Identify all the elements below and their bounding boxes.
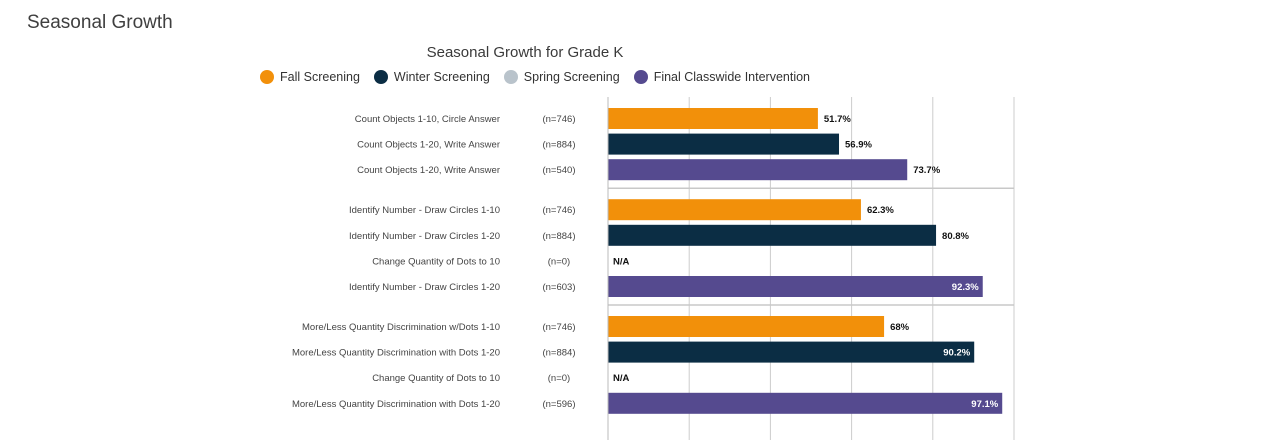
- legend-label-spring: Spring Screening: [523, 70, 620, 84]
- bar-value-label: 62.3%: [867, 205, 894, 216]
- bar-value-label: N/A: [613, 373, 630, 384]
- bar-fall: [608, 316, 885, 337]
- bar-final: [608, 276, 983, 297]
- bar-value-label: 80.8%: [942, 231, 969, 242]
- bar-value-label: 90.2%: [943, 348, 970, 359]
- row-n-label: (n=746): [542, 205, 575, 216]
- bar-final: [608, 159, 908, 181]
- bar-winter: [608, 341, 975, 363]
- row-n-label: (n=746): [542, 322, 575, 333]
- legend-dot-fall: [260, 70, 274, 84]
- bar-winter: [608, 133, 840, 155]
- legend-dot-final: [633, 70, 648, 84]
- row-label: More/Less Quantity Discrimination with D…: [292, 399, 500, 410]
- row-label: More/Less Quantity Discrimination w/Dots…: [302, 322, 500, 333]
- legend-label-fall: Fall Screening: [280, 70, 360, 84]
- bar-value-label: 73.7%: [913, 165, 940, 176]
- row-n-label: (n=884): [542, 348, 575, 359]
- row-label: Change Quantity of Dots to 10: [372, 256, 500, 267]
- legend-item-winter[interactable]: Winter Screening: [373, 70, 490, 84]
- chart-title: Seasonal Growth for Grade K: [426, 44, 624, 61]
- bar-value-label: 56.9%: [845, 140, 872, 151]
- legend-item-fall[interactable]: Fall Screening: [260, 70, 360, 84]
- bar-value-label: 97.1%: [971, 399, 998, 410]
- legend-item-spring[interactable]: Spring Screening: [503, 70, 620, 84]
- row-n-label: (n=746): [542, 114, 575, 125]
- bar-fall: [608, 199, 861, 221]
- row-label: More/Less Quantity Discrimination with D…: [292, 348, 500, 359]
- row-label: Identify Number - Draw Circles 1-10: [349, 205, 500, 216]
- row-label: Change Quantity of Dots to 10: [372, 373, 500, 384]
- row-n-label: (n=603): [542, 282, 575, 293]
- legend-label-winter: Winter Screening: [393, 70, 490, 84]
- row-label: Identify Number - Draw Circles 1-20: [349, 282, 500, 293]
- chart-legend: Fall Screening Winter Screening Spring S…: [260, 70, 810, 84]
- row-n-label: (n=884): [542, 231, 575, 242]
- bar-value-label: 68%: [890, 322, 910, 333]
- row-label: Count Objects 1-10, Circle Answer: [355, 114, 500, 125]
- row-label: Identify Number - Draw Circles 1-20: [349, 231, 500, 242]
- row-n-label: (n=540): [542, 165, 575, 176]
- page-title: Seasonal Growth: [27, 12, 173, 33]
- legend-item-final[interactable]: Final Classwide Intervention: [633, 70, 811, 84]
- row-n-label: (n=0): [548, 373, 570, 384]
- bar-final: [608, 392, 1003, 414]
- legend-dot-winter: [373, 70, 388, 84]
- bar-value-label: 92.3%: [952, 282, 979, 293]
- row-label: Count Objects 1-20, Write Answer: [357, 140, 500, 151]
- legend-label-final: Final Classwide Intervention: [653, 70, 811, 84]
- bar-fall: [608, 108, 818, 129]
- row-label: Count Objects 1-20, Write Answer: [357, 165, 500, 176]
- legend-dot-spring: [503, 70, 518, 84]
- bar-winter: [608, 224, 937, 246]
- bar-value-label: 51.7%: [824, 114, 851, 125]
- row-n-label: (n=884): [542, 140, 575, 151]
- bar-value-label: N/A: [613, 256, 630, 267]
- row-n-label: (n=596): [542, 399, 575, 410]
- row-n-label: (n=0): [548, 256, 570, 267]
